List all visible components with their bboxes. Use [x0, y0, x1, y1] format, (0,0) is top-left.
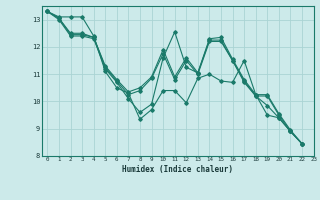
X-axis label: Humidex (Indice chaleur): Humidex (Indice chaleur) [122, 165, 233, 174]
